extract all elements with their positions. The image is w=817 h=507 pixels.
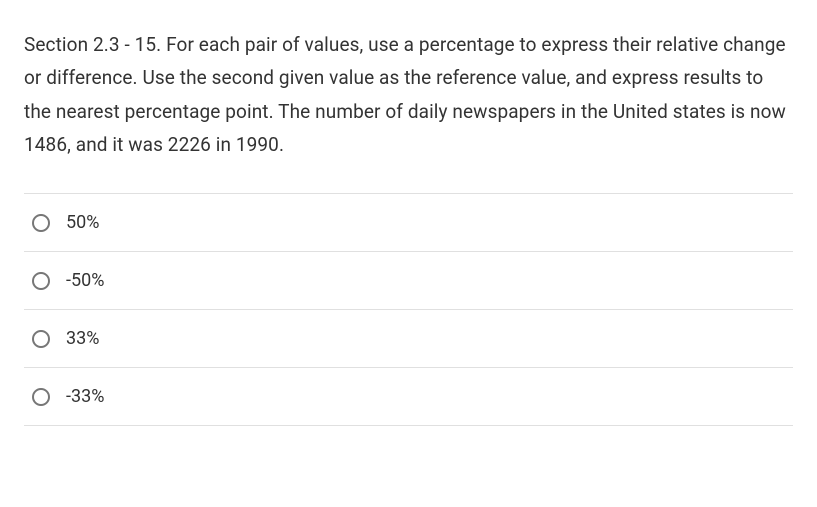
- options-list: 50% -50% 33% -33%: [24, 193, 793, 426]
- option-row[interactable]: 33%: [24, 310, 793, 368]
- option-label: -50%: [66, 270, 104, 291]
- option-row[interactable]: -33%: [24, 368, 793, 426]
- question-text: Section 2.3 - 15. For each pair of value…: [24, 28, 793, 161]
- option-label: 33%: [66, 328, 99, 349]
- option-row[interactable]: 50%: [24, 194, 793, 252]
- radio-icon[interactable]: [32, 272, 50, 290]
- option-label: 50%: [66, 212, 99, 233]
- radio-icon[interactable]: [32, 214, 50, 232]
- option-label: -33%: [66, 386, 104, 407]
- option-row[interactable]: -50%: [24, 252, 793, 310]
- radio-icon[interactable]: [32, 388, 50, 406]
- radio-icon[interactable]: [32, 330, 50, 348]
